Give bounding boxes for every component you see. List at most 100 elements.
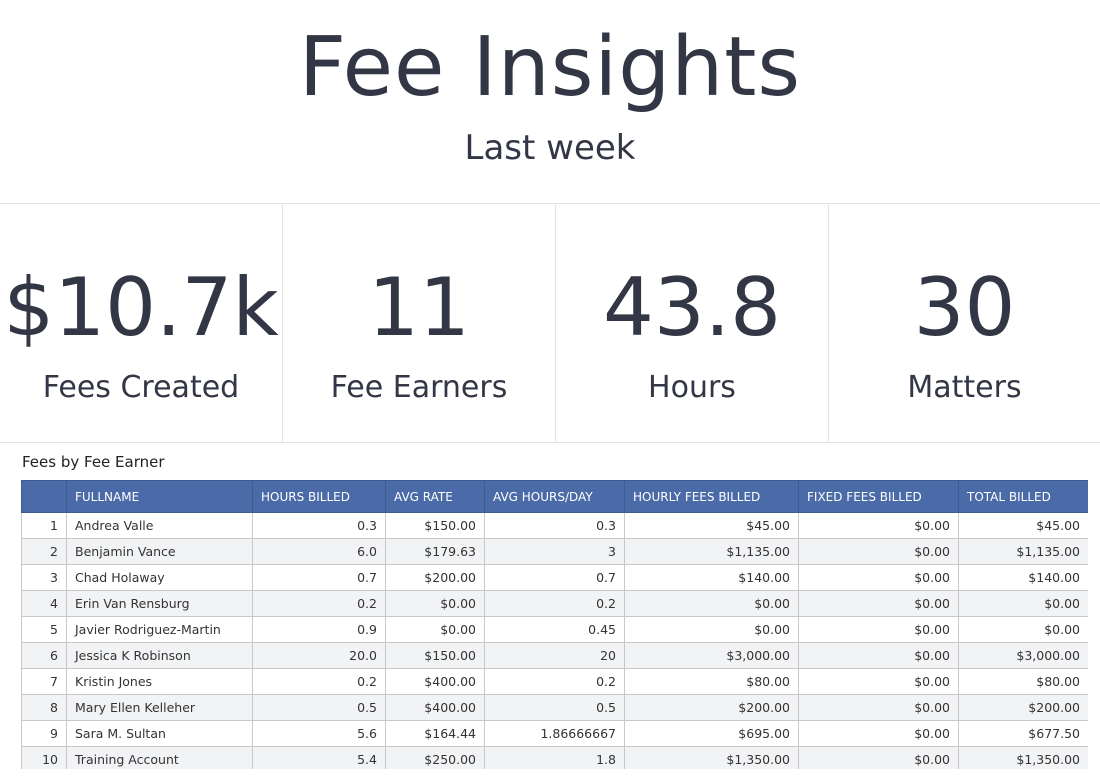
avg-hours-day-cell: 0.5 [484,694,625,721]
table-row[interactable]: 5 Javier Rodriguez-Martin 0.9 $0.00 0.45 $0.0… [21,616,1088,643]
fullname-cell: Training Account [66,746,253,769]
row-index-cell: 6 [21,642,67,669]
hours-billed-cell: 0.9 [252,616,386,643]
table-row[interactable]: 6 Jessica K Robinson 20.0 $150.00 20 $3,000.0… [21,642,1088,669]
fullname-cell: Benjamin Vance [66,538,253,565]
kpi-row: $10.7k Fees Created 11 Fee Earners 43.8 … [0,203,1100,443]
hourly-fees-billed-cell: $1,135.00 [624,538,799,565]
col-header-hourly-fees-billed[interactable]: HOURLY FEES BILLED [624,480,799,513]
row-index-cell: 10 [21,746,67,769]
total-billed-cell: $0.00 [958,590,1088,617]
fixed-fees-billed-cell: $0.00 [798,694,959,721]
table-row[interactable]: 4 Erin Van Rensburg 0.2 $0.00 0.2 $0.00 $0.00 $… [21,590,1088,617]
kpi-value: 43.8 [602,261,782,354]
col-header-avg-rate[interactable]: AVG RATE [385,480,485,513]
kpi-label: Hours [648,370,736,405]
fullname-cell: Chad Holaway [66,564,253,591]
fixed-fees-billed-cell: $0.00 [798,642,959,669]
total-billed-cell: $1,350.00 [958,746,1088,769]
fixed-fees-billed-cell: $0.00 [798,564,959,591]
avg-hours-day-cell: 20 [484,642,625,669]
hourly-fees-billed-cell: $3,000.00 [624,642,799,669]
fixed-fees-billed-cell: $0.00 [798,512,959,539]
hourly-fees-billed-cell: $45.00 [624,512,799,539]
avg-rate-cell: $250.00 [385,746,485,769]
kpi-hours: 43.8 Hours [556,204,829,442]
table-row[interactable]: 7 Kristin Jones 0.2 $400.00 0.2 $80.00 $0.00 $8… [21,668,1088,695]
page-header: Fee Insights Last week [0,0,1100,203]
avg-rate-cell: $400.00 [385,694,485,721]
col-header-total-billed[interactable]: TOTAL BILLED [958,480,1088,513]
avg-hours-day-cell: 0.3 [484,512,625,539]
avg-hours-day-cell: 0.2 [484,590,625,617]
avg-hours-day-cell: 1.8 [484,746,625,769]
row-index-cell: 8 [21,694,67,721]
total-billed-cell: $45.00 [958,512,1088,539]
kpi-label: Fees Created [42,370,240,405]
avg-rate-cell: $0.00 [385,590,485,617]
avg-hours-day-cell: 1.86666667 [484,720,625,747]
kpi-matters: 30 Matters [829,204,1100,442]
kpi-value: 30 [913,261,1016,354]
kpi-value: $10.7k [3,261,279,354]
col-header-hours-billed[interactable]: HOURS BILLED [252,480,386,513]
table-body: 1 Andrea Valle 0.3 $150.00 0.3 $45.00 $0.00 $45… [21,512,1088,769]
table-header-row: FULLNAME HOURS BILLED AVG RATE AVG HOURS/DA… [21,480,1088,513]
period-subtitle: Last week [464,128,636,168]
table-row[interactable]: 2 Benjamin Vance 6.0 $179.63 3 $1,135.00 $0.00… [21,538,1088,565]
fixed-fees-billed-cell: $0.00 [798,616,959,643]
kpi-fees-created: $10.7k Fees Created [0,204,283,442]
avg-rate-cell: $200.00 [385,564,485,591]
avg-rate-cell: $150.00 [385,642,485,669]
kpi-label: Fee Earners [330,370,508,405]
avg-hours-day-cell: 0.7 [484,564,625,591]
table-row[interactable]: 9 Sara M. Sultan 5.6 $164.44 1.86666667 $695.… [21,720,1088,747]
hourly-fees-billed-cell: $695.00 [624,720,799,747]
table-row[interactable]: 3 Chad Holaway 0.7 $200.00 0.7 $140.00 $0.00 $1… [21,564,1088,591]
hours-billed-cell: 6.0 [252,538,386,565]
avg-hours-day-cell: 0.45 [484,616,625,643]
avg-hours-day-cell: 3 [484,538,625,565]
total-billed-cell: $200.00 [958,694,1088,721]
col-header-fixed-fees-billed[interactable]: FIXED FEES BILLED [798,480,959,513]
fees-table-container[interactable]: FULLNAME HOURS BILLED AVG RATE AVG HOURS/DA… [21,480,1088,769]
row-index-cell: 5 [21,616,67,643]
total-billed-cell: $3,000.00 [958,642,1088,669]
row-index-cell: 7 [21,668,67,695]
avg-rate-cell: $400.00 [385,668,485,695]
row-index-cell: 4 [21,590,67,617]
hourly-fees-billed-cell: $1,350.00 [624,746,799,769]
fullname-cell: Jessica K Robinson [66,642,253,669]
fullname-cell: Andrea Valle [66,512,253,539]
kpi-fee-earners: 11 Fee Earners [283,204,556,442]
hourly-fees-billed-cell: $0.00 [624,616,799,643]
hours-billed-cell: 0.2 [252,590,386,617]
col-header-index[interactable] [21,480,67,513]
fullname-cell: Erin Van Rensburg [66,590,253,617]
col-header-avg-hours-day[interactable]: AVG HOURS/DAY [484,480,625,513]
row-index-cell: 3 [21,564,67,591]
fullname-cell: Sara M. Sultan [66,720,253,747]
row-index-cell: 9 [21,720,67,747]
table-title: Fees by Fee Earner [22,453,165,471]
fullname-cell: Javier Rodriguez-Martin [66,616,253,643]
hourly-fees-billed-cell: $80.00 [624,668,799,695]
hourly-fees-billed-cell: $200.00 [624,694,799,721]
table-row[interactable]: 8 Mary Ellen Kelleher 0.5 $400.00 0.5 $200.00… [21,694,1088,721]
row-index-cell: 2 [21,538,67,565]
fixed-fees-billed-cell: $0.00 [798,720,959,747]
hourly-fees-billed-cell: $140.00 [624,564,799,591]
hours-billed-cell: 20.0 [252,642,386,669]
avg-hours-day-cell: 0.2 [484,668,625,695]
fixed-fees-billed-cell: $0.00 [798,590,959,617]
col-header-fullname[interactable]: FULLNAME [66,480,253,513]
hourly-fees-billed-cell: $0.00 [624,590,799,617]
avg-rate-cell: $150.00 [385,512,485,539]
kpi-value: 11 [368,261,470,354]
hours-billed-cell: 5.6 [252,720,386,747]
total-billed-cell: $1,135.00 [958,538,1088,565]
fixed-fees-billed-cell: $0.00 [798,668,959,695]
hours-billed-cell: 0.3 [252,512,386,539]
table-row[interactable]: 10 Training Account 5.4 $250.00 1.8 $1,350.00… [21,746,1088,769]
table-row[interactable]: 1 Andrea Valle 0.3 $150.00 0.3 $45.00 $0.00 $45… [21,512,1088,539]
